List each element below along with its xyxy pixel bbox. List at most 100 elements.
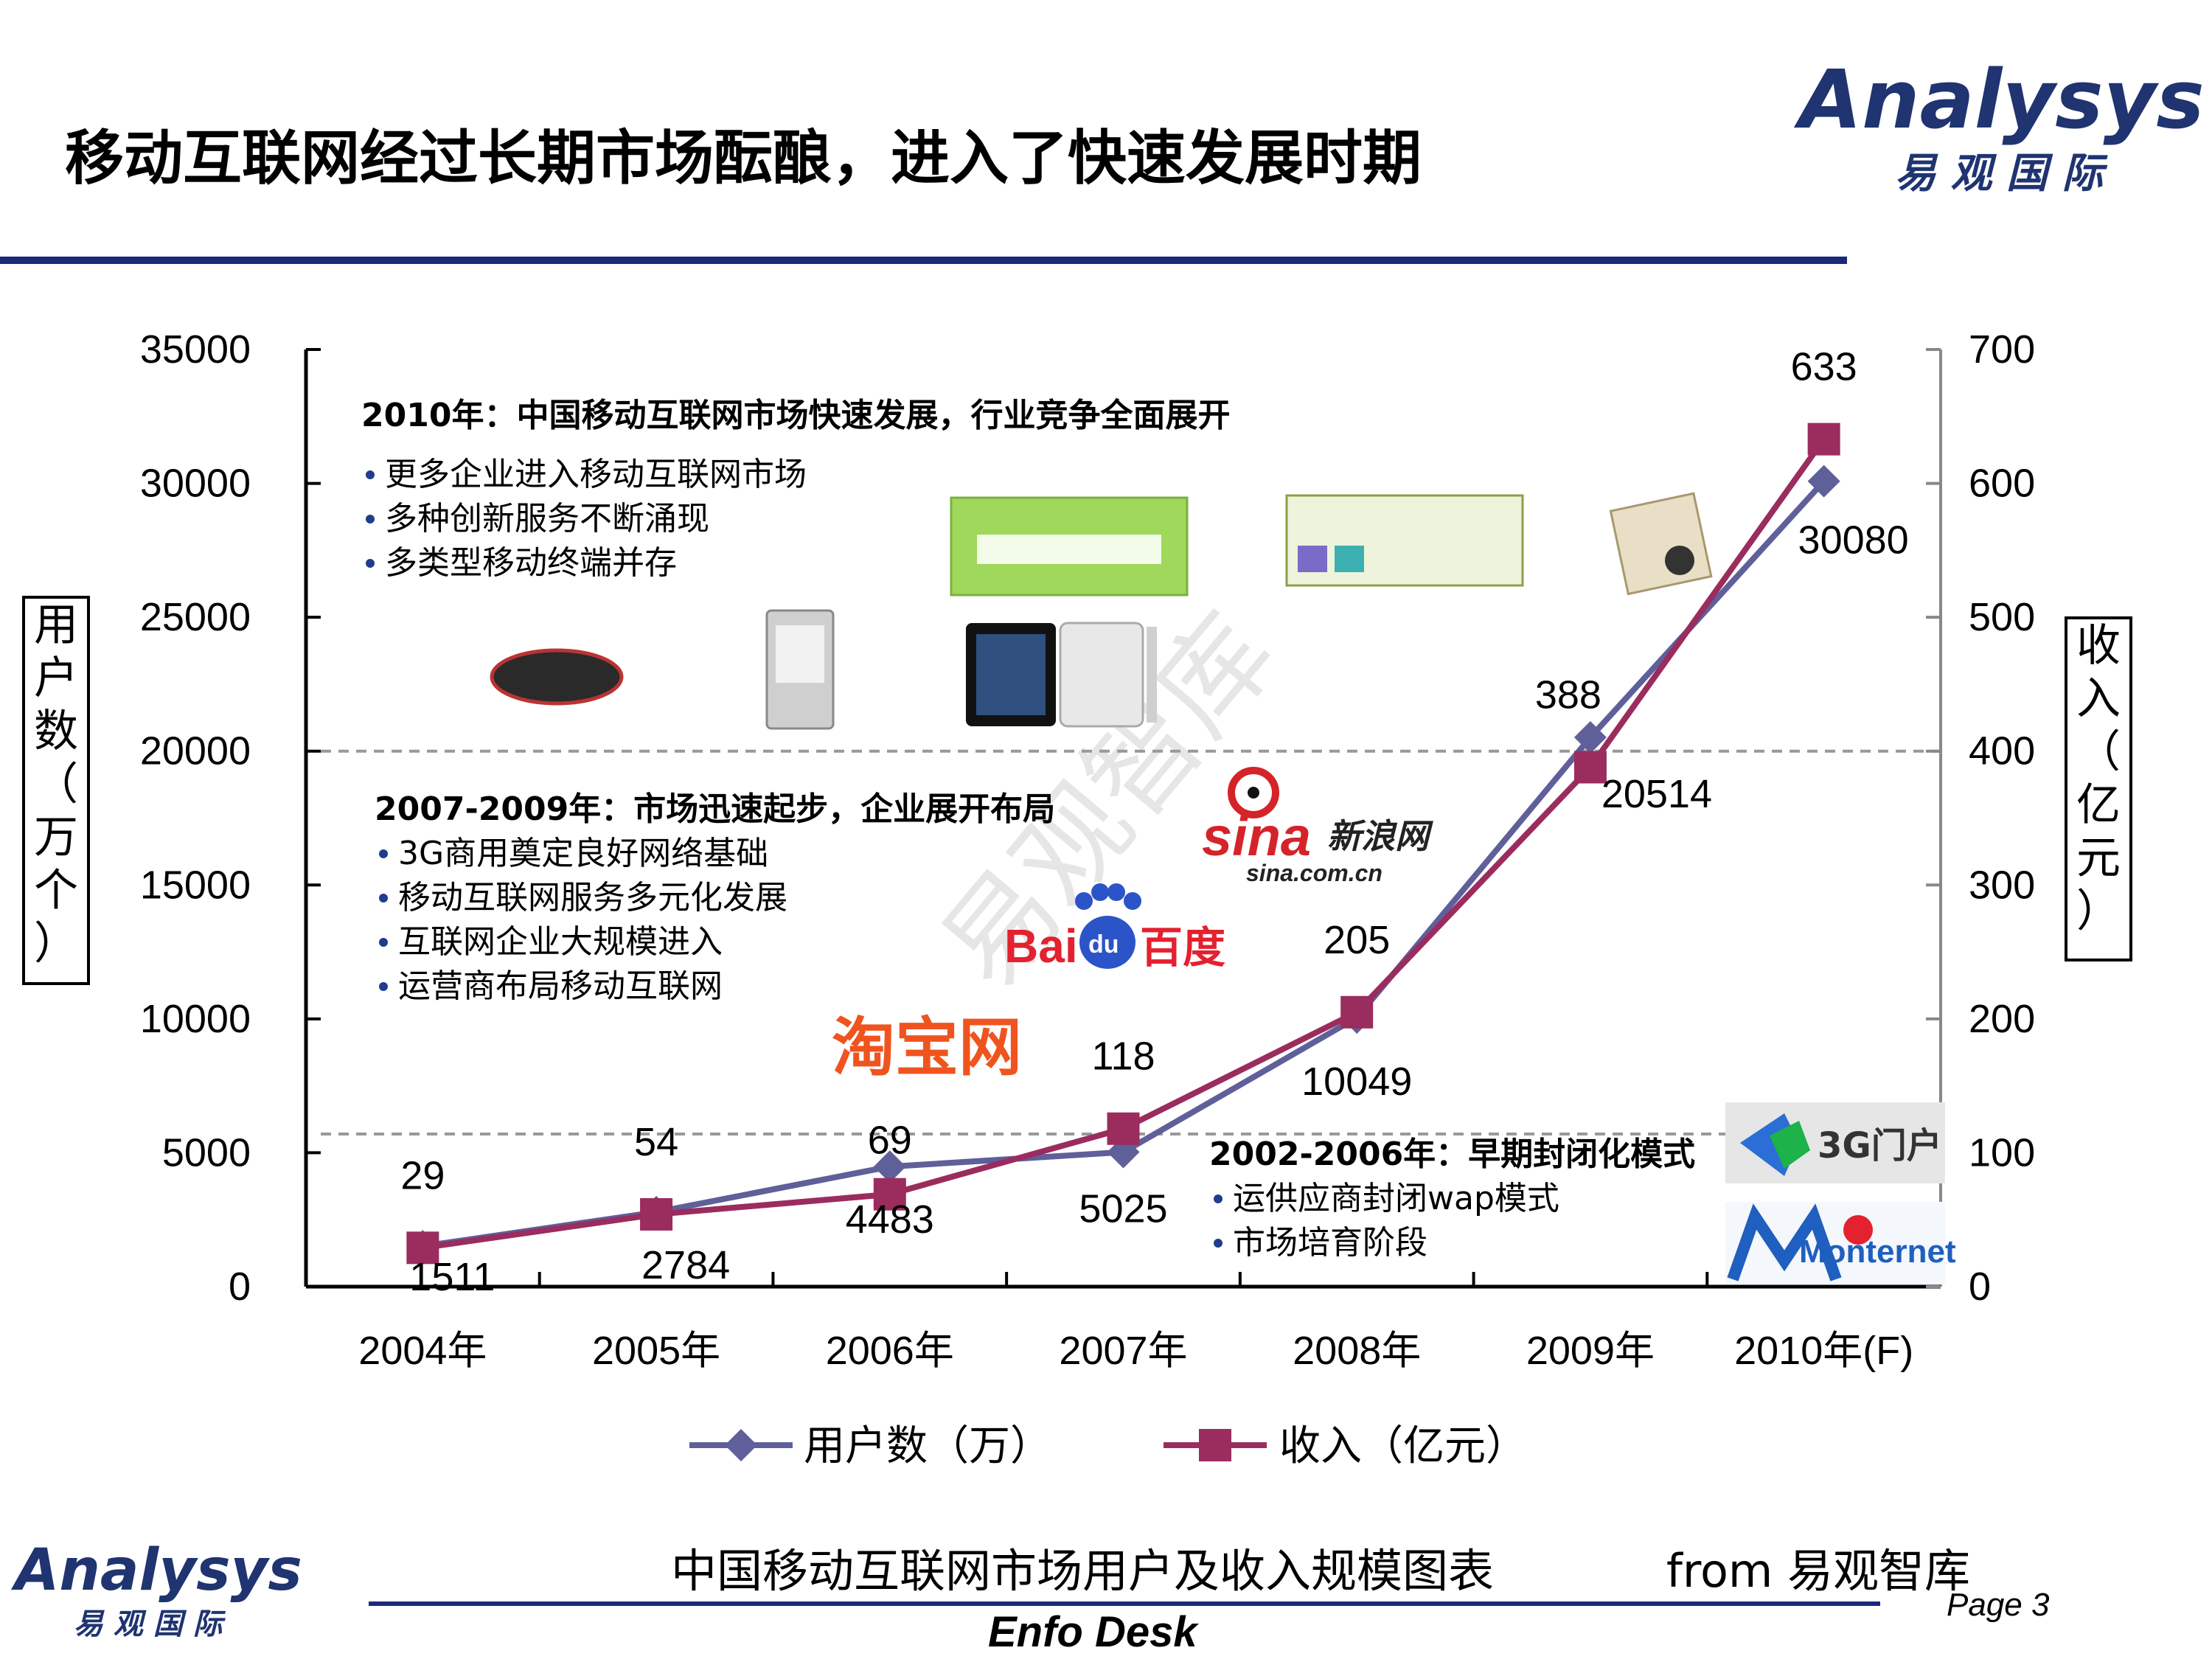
- right-axis-title-char: ）: [2076, 886, 2121, 937]
- left-axis-title-char: 万: [34, 812, 78, 863]
- tablet-screen-icon: [976, 634, 1046, 715]
- revenue-data-label: 388: [1535, 673, 1601, 717]
- left-tick-label: 30000: [140, 462, 251, 506]
- bullet-dot: [366, 470, 375, 479]
- right-tick-label: 700: [1969, 327, 2035, 372]
- x-tick-label: 2005年: [592, 1329, 720, 1373]
- baidu-paw-icon: [1079, 916, 1135, 969]
- footer-rule: [369, 1601, 1880, 1606]
- right-axis-title-char: 元: [2076, 832, 2121, 884]
- g3-logo-text: 3G门户: [1818, 1125, 1942, 1166]
- header-rule: [0, 257, 1847, 264]
- revenue-data-label: 29: [400, 1153, 445, 1197]
- right-tick-label: 300: [1969, 863, 2035, 907]
- taobao-logo: 淘宝网: [832, 1011, 1022, 1085]
- map-icon: [1609, 492, 1713, 596]
- monternet-dot-icon: [1843, 1215, 1873, 1245]
- left-axis-title-char: 数: [34, 706, 78, 757]
- anno-item: 运营商布局移动互联网: [398, 967, 723, 1005]
- legend: 用户数（万） 收入（亿元）: [689, 1422, 1527, 1470]
- users-data-label: 20514: [1601, 772, 1712, 816]
- anno-2010-heading: 2010年：中国移动互联网市场快速发展，行业竞争全面展开: [361, 397, 1230, 434]
- left-tick-label: 5000: [162, 1130, 251, 1175]
- x-tick-label: 2009年: [1526, 1329, 1655, 1373]
- footer-logo-subtitle: 易 观 国 际: [74, 1607, 223, 1641]
- baidu-logo-text: Bai: [1004, 919, 1078, 973]
- baidu-paw-toe-icon: [1091, 883, 1109, 901]
- x-tick-label: 2008年: [1293, 1329, 1421, 1373]
- annotations: 2010年：中国移动互联网市场快速发展，行业竞争全面展开更多企业进入移动互联网市…: [361, 397, 1695, 1262]
- anno-item: 市场培育阶段: [1233, 1224, 1427, 1262]
- left-axis-title-char: 户: [34, 653, 78, 704]
- baidu-logo-du: du: [1088, 931, 1119, 959]
- users-data-label: 4483: [846, 1197, 934, 1242]
- left-tick-label: 10000: [140, 997, 251, 1041]
- bullet-dot: [379, 894, 388, 902]
- brand-logos: 淘宝网 Bai du 百度 sina 新浪网 sina.com.cn 3G门户 Monterne…: [490, 492, 1956, 1284]
- right-axis-title-char: 亿: [2076, 779, 2121, 831]
- sina-logo-url: sina.com.cn: [1246, 860, 1382, 886]
- anno-item: 更多企业进入移动互联网市场: [385, 456, 807, 493]
- ereader-screen-icon: [776, 625, 824, 683]
- users-marker: [1807, 465, 1840, 498]
- source-note: from 易观智库: [1666, 1544, 1970, 1598]
- g3-logo-mark2-icon: [1770, 1121, 1810, 1169]
- x-tick-label: 2007年: [1059, 1329, 1187, 1373]
- page-number: Page 3: [1947, 1587, 2050, 1623]
- legend-revenue-marker: [1199, 1429, 1231, 1461]
- baidu-paw-toe-icon: [1075, 892, 1093, 910]
- footer-logo: Analysys 易 观 国 际: [15, 1541, 302, 1643]
- sina-logo-text: sina: [1202, 806, 1311, 867]
- anno-item: 多种创新服务不断涌现: [385, 500, 709, 538]
- app-badge-icon: [1335, 546, 1364, 572]
- bullet-dot: [366, 559, 375, 568]
- reference-lines: [321, 749, 1941, 1136]
- revenue-marker: [1807, 422, 1840, 456]
- revenue-data-label: 118: [1091, 1034, 1155, 1079]
- left-axis-title-char: 用: [34, 599, 78, 651]
- data-labels: 1511 2784 4483 5025 10049 20514 30080 29 54 69 118…: [400, 345, 1908, 1299]
- series-group: [406, 422, 1840, 1265]
- anno-item: 运供应商封闭wap模式: [1233, 1180, 1559, 1217]
- bullet-dot: [379, 938, 388, 947]
- revenue-data-label: 54: [634, 1120, 678, 1164]
- baidu-logo-cn: 百度: [1140, 922, 1225, 973]
- left-tick-label: 20000: [140, 729, 251, 773]
- right-tick-label: 100: [1969, 1130, 2035, 1175]
- bullet-dot: [1214, 1239, 1222, 1248]
- combo-line-chart: 易观智库 05000100001500020000250003000035000…: [140, 327, 2035, 1470]
- anno-item: 多类型移动终端并存: [385, 544, 677, 582]
- baidu-paw-toe-icon: [1124, 892, 1141, 910]
- sina-eye-icon: [1228, 767, 1279, 818]
- axes: 0 5000 10000 15000 20000 25000 30000 35000 0 100 2…: [140, 327, 2035, 1373]
- left-axis-title-char: 个: [34, 865, 78, 917]
- revenue-marker: [1340, 995, 1374, 1029]
- left-axis-title-char: （: [34, 759, 78, 810]
- right-axis-title-char: 收: [2076, 620, 2121, 672]
- right-tick-label: 0: [1969, 1265, 1991, 1309]
- footer-brand: Enfo Desk: [988, 1608, 1197, 1656]
- revenue-marker: [1573, 751, 1607, 784]
- revenue-marker: [1107, 1112, 1140, 1145]
- right-tick-label: 600: [1969, 462, 2035, 506]
- anno-2002-heading: 2002-2006年：早期封闭化模式: [1209, 1135, 1695, 1173]
- anno-item: 互联网企业大规模进入: [398, 923, 723, 961]
- revenue-data-label: 205: [1324, 918, 1390, 962]
- users-marker: [873, 1150, 906, 1183]
- users-data-label: 5025: [1079, 1187, 1167, 1231]
- users-data-label: 30080: [1798, 518, 1909, 563]
- users-marker: [1573, 721, 1607, 754]
- users-data-label: 2784: [641, 1243, 730, 1287]
- anno-item: 3G商用奠定良好网络基础: [398, 835, 768, 872]
- revenue-marker: [873, 1178, 906, 1211]
- sina-logo-cn: 新浪网: [1327, 816, 1433, 856]
- anno-item: 移动互联网服务多元化发展: [398, 879, 787, 917]
- bullet-dot: [379, 982, 388, 991]
- revenue-data-label: 69: [868, 1119, 912, 1163]
- left-tick-label: 25000: [140, 595, 251, 639]
- left-axis-title-char: ）: [34, 918, 78, 970]
- anno-2007-heading: 2007-2009年：市场迅速起步，企业展开布局: [375, 790, 1055, 828]
- revenue-marker: [406, 1231, 439, 1265]
- weibo-input-icon: [977, 535, 1161, 564]
- page-title: 移动互联网经过长期市场酝酿，进入了快速发展时期: [65, 124, 1422, 192]
